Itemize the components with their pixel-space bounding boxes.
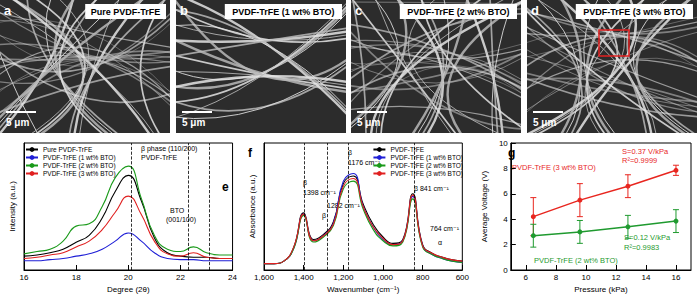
svg-text:600: 600 xyxy=(456,273,470,282)
svg-text:S=0.37 V/kPa: S=0.37 V/kPa xyxy=(622,147,669,156)
svg-text:800: 800 xyxy=(416,273,430,282)
svg-text:1176 cm⁻¹: 1176 cm⁻¹ xyxy=(348,159,381,166)
svg-text:α: α xyxy=(438,239,442,246)
svg-text:e: e xyxy=(222,180,229,194)
svg-text:b: b xyxy=(180,3,188,18)
svg-text:f: f xyxy=(248,146,253,160)
svg-text:12: 12 xyxy=(611,273,620,282)
svg-text:Pure PVDF-TrFE: Pure PVDF-TrFE xyxy=(43,146,93,153)
svg-text:Pure PVDF-TrFE: Pure PVDF-TrFE xyxy=(91,7,161,17)
svg-text:PVDF-TrFE (3 wt% BTO): PVDF-TrFE (3 wt% BTO) xyxy=(583,7,685,17)
svg-text:d: d xyxy=(531,3,539,18)
svg-text:PVDF-TrFE (2 wt% BTO): PVDF-TrFE (2 wt% BTO) xyxy=(408,7,510,17)
svg-text:PVDF-TrFE (2 wt% BTO): PVDF-TrFE (2 wt% BTO) xyxy=(43,162,116,170)
svg-text:Pressure (kPa): Pressure (kPa) xyxy=(574,285,628,294)
svg-text:1,200: 1,200 xyxy=(333,273,354,282)
svg-text:PVDF-TrFE (2 wt% BTO): PVDF-TrFE (2 wt% BTO) xyxy=(534,256,618,265)
svg-text:PVDF-TrFE (3 wt% BTO): PVDF-TrFE (3 wt% BTO) xyxy=(512,163,596,172)
svg-text:Absorbance (a.u.): Absorbance (a.u.) xyxy=(248,174,257,238)
svg-text:PVDF-TrFE (2 wt% BTO): PVDF-TrFE (2 wt% BTO) xyxy=(390,162,463,170)
svg-text:24: 24 xyxy=(228,273,237,282)
svg-text:Intensity (a.u.): Intensity (a.u.) xyxy=(8,181,17,232)
svg-text:6: 6 xyxy=(524,273,529,282)
svg-text:c: c xyxy=(355,3,362,18)
svg-text:g: g xyxy=(508,146,516,160)
svg-text:4: 4 xyxy=(503,215,508,224)
svg-text:PVDF-TrFE: PVDF-TrFE xyxy=(141,154,178,161)
svg-text:20: 20 xyxy=(124,273,133,282)
svg-text:(001/100): (001/100) xyxy=(166,216,196,224)
svg-text:5 μm: 5 μm xyxy=(533,117,556,128)
svg-text:16: 16 xyxy=(20,273,29,282)
svg-text:PVDF-TrFE (3 wt% BTO): PVDF-TrFE (3 wt% BTO) xyxy=(390,170,463,178)
svg-text:1,000: 1,000 xyxy=(373,273,394,282)
svg-text:2: 2 xyxy=(503,240,508,249)
svg-text:Average Voltage (V): Average Voltage (V) xyxy=(480,170,489,242)
svg-text:BTO: BTO xyxy=(170,207,185,214)
svg-text:0: 0 xyxy=(503,266,508,275)
svg-text:PVDF-TrFE (1 wt% BTO): PVDF-TrFE (1 wt% BTO) xyxy=(43,154,116,162)
svg-text:β: β xyxy=(322,212,326,220)
svg-text:8: 8 xyxy=(503,164,508,173)
svg-text:16: 16 xyxy=(672,273,681,282)
svg-text:8: 8 xyxy=(554,273,559,282)
svg-text:22: 22 xyxy=(176,273,185,282)
svg-text:PVDF-TrFE (1 wt% BTO): PVDF-TrFE (1 wt% BTO) xyxy=(232,7,334,17)
svg-text:14: 14 xyxy=(641,273,650,282)
svg-text:5 μm: 5 μm xyxy=(6,117,29,128)
svg-text:10: 10 xyxy=(499,139,508,148)
svg-text:1398 cm⁻¹: 1398 cm⁻¹ xyxy=(303,189,337,196)
svg-text:1,400: 1,400 xyxy=(294,273,315,282)
svg-text:β 841 cm⁻¹: β 841 cm⁻¹ xyxy=(414,185,450,193)
svg-text:764 cm⁻¹: 764 cm⁻¹ xyxy=(430,225,460,232)
svg-text:6: 6 xyxy=(503,189,508,198)
svg-text:PVDF-TrFE (1 wt% BTO): PVDF-TrFE (1 wt% BTO) xyxy=(390,154,463,162)
svg-text:β: β xyxy=(348,149,352,156)
svg-text:R²=0.9999: R²=0.9999 xyxy=(622,156,657,165)
svg-text:PVDF-TrFE (3 wt% BTO): PVDF-TrFE (3 wt% BTO) xyxy=(43,170,116,178)
svg-text:PVDF-TrFE: PVDF-TrFE xyxy=(390,146,424,153)
svg-text:5 μm: 5 μm xyxy=(357,117,380,128)
svg-text:1,600: 1,600 xyxy=(254,273,275,282)
svg-text:β phase (110/200): β phase (110/200) xyxy=(141,145,197,153)
svg-text:5 μm: 5 μm xyxy=(182,117,205,128)
svg-text:a: a xyxy=(4,3,12,18)
svg-text:10: 10 xyxy=(581,273,590,282)
svg-text:1282 cm⁻¹: 1282 cm⁻¹ xyxy=(327,202,361,209)
svg-text:Wavenumber (cm⁻¹): Wavenumber (cm⁻¹) xyxy=(327,285,400,294)
svg-text:R²=0.9983: R²=0.9983 xyxy=(624,243,659,252)
svg-text:18: 18 xyxy=(72,273,81,282)
svg-text:β: β xyxy=(303,179,307,187)
svg-text:S=0.12 V/kPa: S=0.12 V/kPa xyxy=(624,233,671,242)
svg-text:Degree (2θ): Degree (2θ) xyxy=(107,285,150,294)
